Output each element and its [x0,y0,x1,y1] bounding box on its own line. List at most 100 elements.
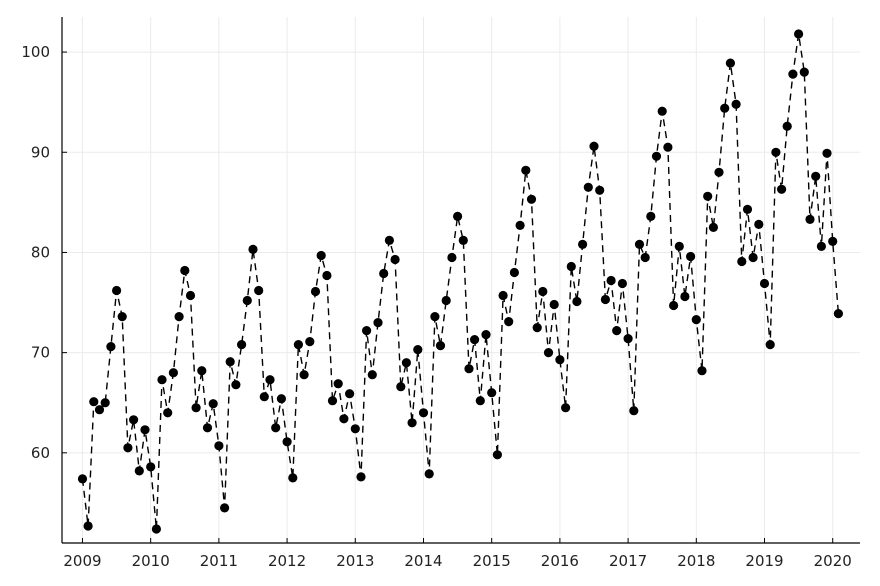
x-tick-label: 2012 [268,552,306,570]
data-point [259,392,269,402]
data-point [441,295,451,306]
data-point [498,290,508,301]
data-point [742,204,753,214]
data-point [612,326,622,336]
data-point [686,251,696,262]
y-tick-label: 70 [31,344,50,362]
vertical-gridlines [81,17,834,543]
data-point [191,403,201,413]
data-point [492,450,502,460]
data-point [254,285,264,296]
data-point [322,270,332,281]
data-point [794,29,804,39]
data-point [202,423,213,433]
data-point [265,375,275,385]
data-point [106,342,116,352]
data-point [151,524,161,534]
data-point [595,185,605,195]
data-point [310,286,321,297]
series-line [81,33,840,530]
data-point [458,235,468,245]
data-point [521,165,531,175]
data-point [299,370,309,380]
plot-area: 2009 2010 2011 2012 2013 2014 2015 2016 2017 2018… [21,17,860,570]
y-tick-label: 60 [31,444,50,462]
data-point [316,250,326,261]
data-point [350,424,360,434]
data-point [805,214,815,224]
data-point [140,425,150,435]
data-point [475,396,485,406]
data-point [242,295,252,306]
data-point [754,219,764,229]
data-point [100,398,110,408]
data-point [788,69,798,79]
data-point [765,340,775,350]
data-point [197,366,207,376]
data-point [515,220,525,230]
data-point [220,503,230,513]
x-tick-label: 2018 [677,552,715,570]
data-point [600,294,611,305]
data-point [288,473,298,483]
data-point [799,67,809,77]
data-point [367,370,377,380]
data-point [589,141,599,151]
data-point [117,312,127,322]
data-point [680,291,690,302]
data-point [714,167,724,177]
data-point [504,317,514,327]
data-point [708,222,719,232]
data-point [578,239,588,249]
data-point [811,171,821,181]
x-tick-label: 2011 [200,552,238,570]
data-point [248,244,258,254]
data-point [532,323,542,333]
data-point [487,388,497,398]
data-point [464,364,474,374]
data-point [333,379,343,389]
x-tick-label: 2019 [745,552,783,570]
x-tick-label: 2010 [132,552,170,570]
data-point [782,121,792,131]
data-point [276,394,286,404]
data-point [833,309,844,319]
data-point [237,340,247,350]
data-point [362,326,372,336]
data-point [623,334,633,344]
data-point [435,341,446,351]
data-point [396,382,406,392]
y-tick-label: 80 [31,243,50,261]
data-point [89,397,99,407]
data-point [293,340,303,350]
data-point [777,184,787,194]
x-tick-label: 2013 [336,552,374,570]
data-point [146,462,156,472]
data-point [112,285,122,296]
data-point [657,106,667,116]
data-point [566,261,576,272]
data-point [822,148,832,158]
data-point [418,408,429,418]
data-point [674,241,684,251]
data-point [231,380,241,390]
data-point [271,423,281,433]
data-point [663,142,673,152]
data-point [470,335,480,345]
data-point [225,357,235,367]
data-point [430,312,440,322]
data-point [174,312,184,322]
data-point [634,239,645,249]
data-point [759,278,770,289]
data-point [447,252,457,263]
data-point [185,290,196,301]
data-point [129,415,139,425]
data-point [407,418,417,428]
data-point [526,194,537,204]
data-point [157,375,167,385]
data-point [646,211,656,221]
data-point [339,414,349,424]
x-tick-label: 2014 [404,552,442,570]
data-point [282,437,292,447]
